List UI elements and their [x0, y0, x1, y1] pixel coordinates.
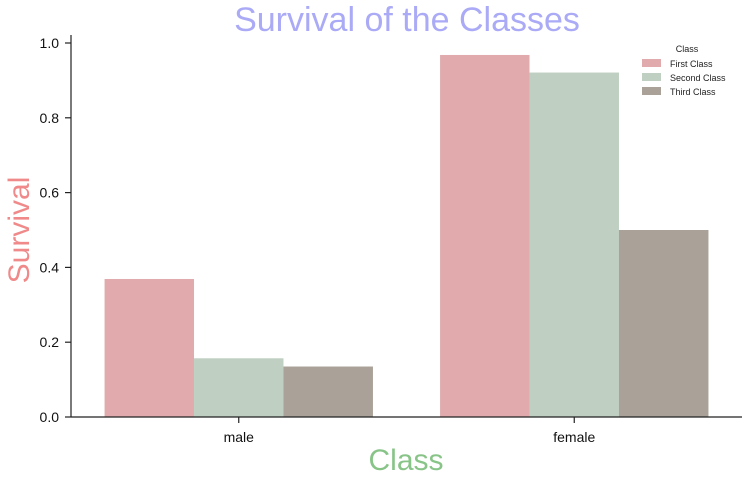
legend-label: First Class	[670, 59, 713, 69]
bar-female-2	[618, 230, 709, 417]
x-tick-label: male	[224, 429, 255, 445]
legend-swatch	[642, 59, 661, 67]
x-tick-label: female	[553, 429, 595, 445]
legend-swatch	[642, 73, 661, 81]
bar-male-0	[104, 278, 195, 417]
y-tick-label: 0.8	[40, 110, 60, 126]
bar-female-1	[529, 72, 619, 418]
legend-swatch	[642, 87, 661, 95]
legend-label: Second Class	[670, 73, 726, 83]
y-tick-label: 0.0	[40, 409, 60, 425]
y-tick-label: 0.6	[40, 185, 60, 201]
x-ticks-group: male female	[224, 417, 595, 445]
y-ticks-group: 0.0 0.2 0.4 0.6 0.8 1.0	[40, 35, 71, 425]
legend-label: Third Class	[670, 87, 716, 97]
bar-male-1	[194, 358, 284, 417]
x-axis-label: Class	[368, 444, 443, 477]
y-axis-label: Survival	[3, 177, 36, 284]
bars-group	[104, 54, 709, 418]
legend: Class First Class Second Class Third Class	[642, 44, 726, 97]
y-tick-label: 1.0	[40, 35, 60, 51]
chart-title: Survival of the Classes	[234, 1, 580, 39]
y-tick-label: 0.2	[40, 334, 60, 350]
bar-male-2	[283, 366, 373, 417]
legend-title: Class	[676, 44, 699, 54]
bar-female-0	[440, 54, 530, 418]
y-tick-label: 0.4	[40, 259, 60, 275]
